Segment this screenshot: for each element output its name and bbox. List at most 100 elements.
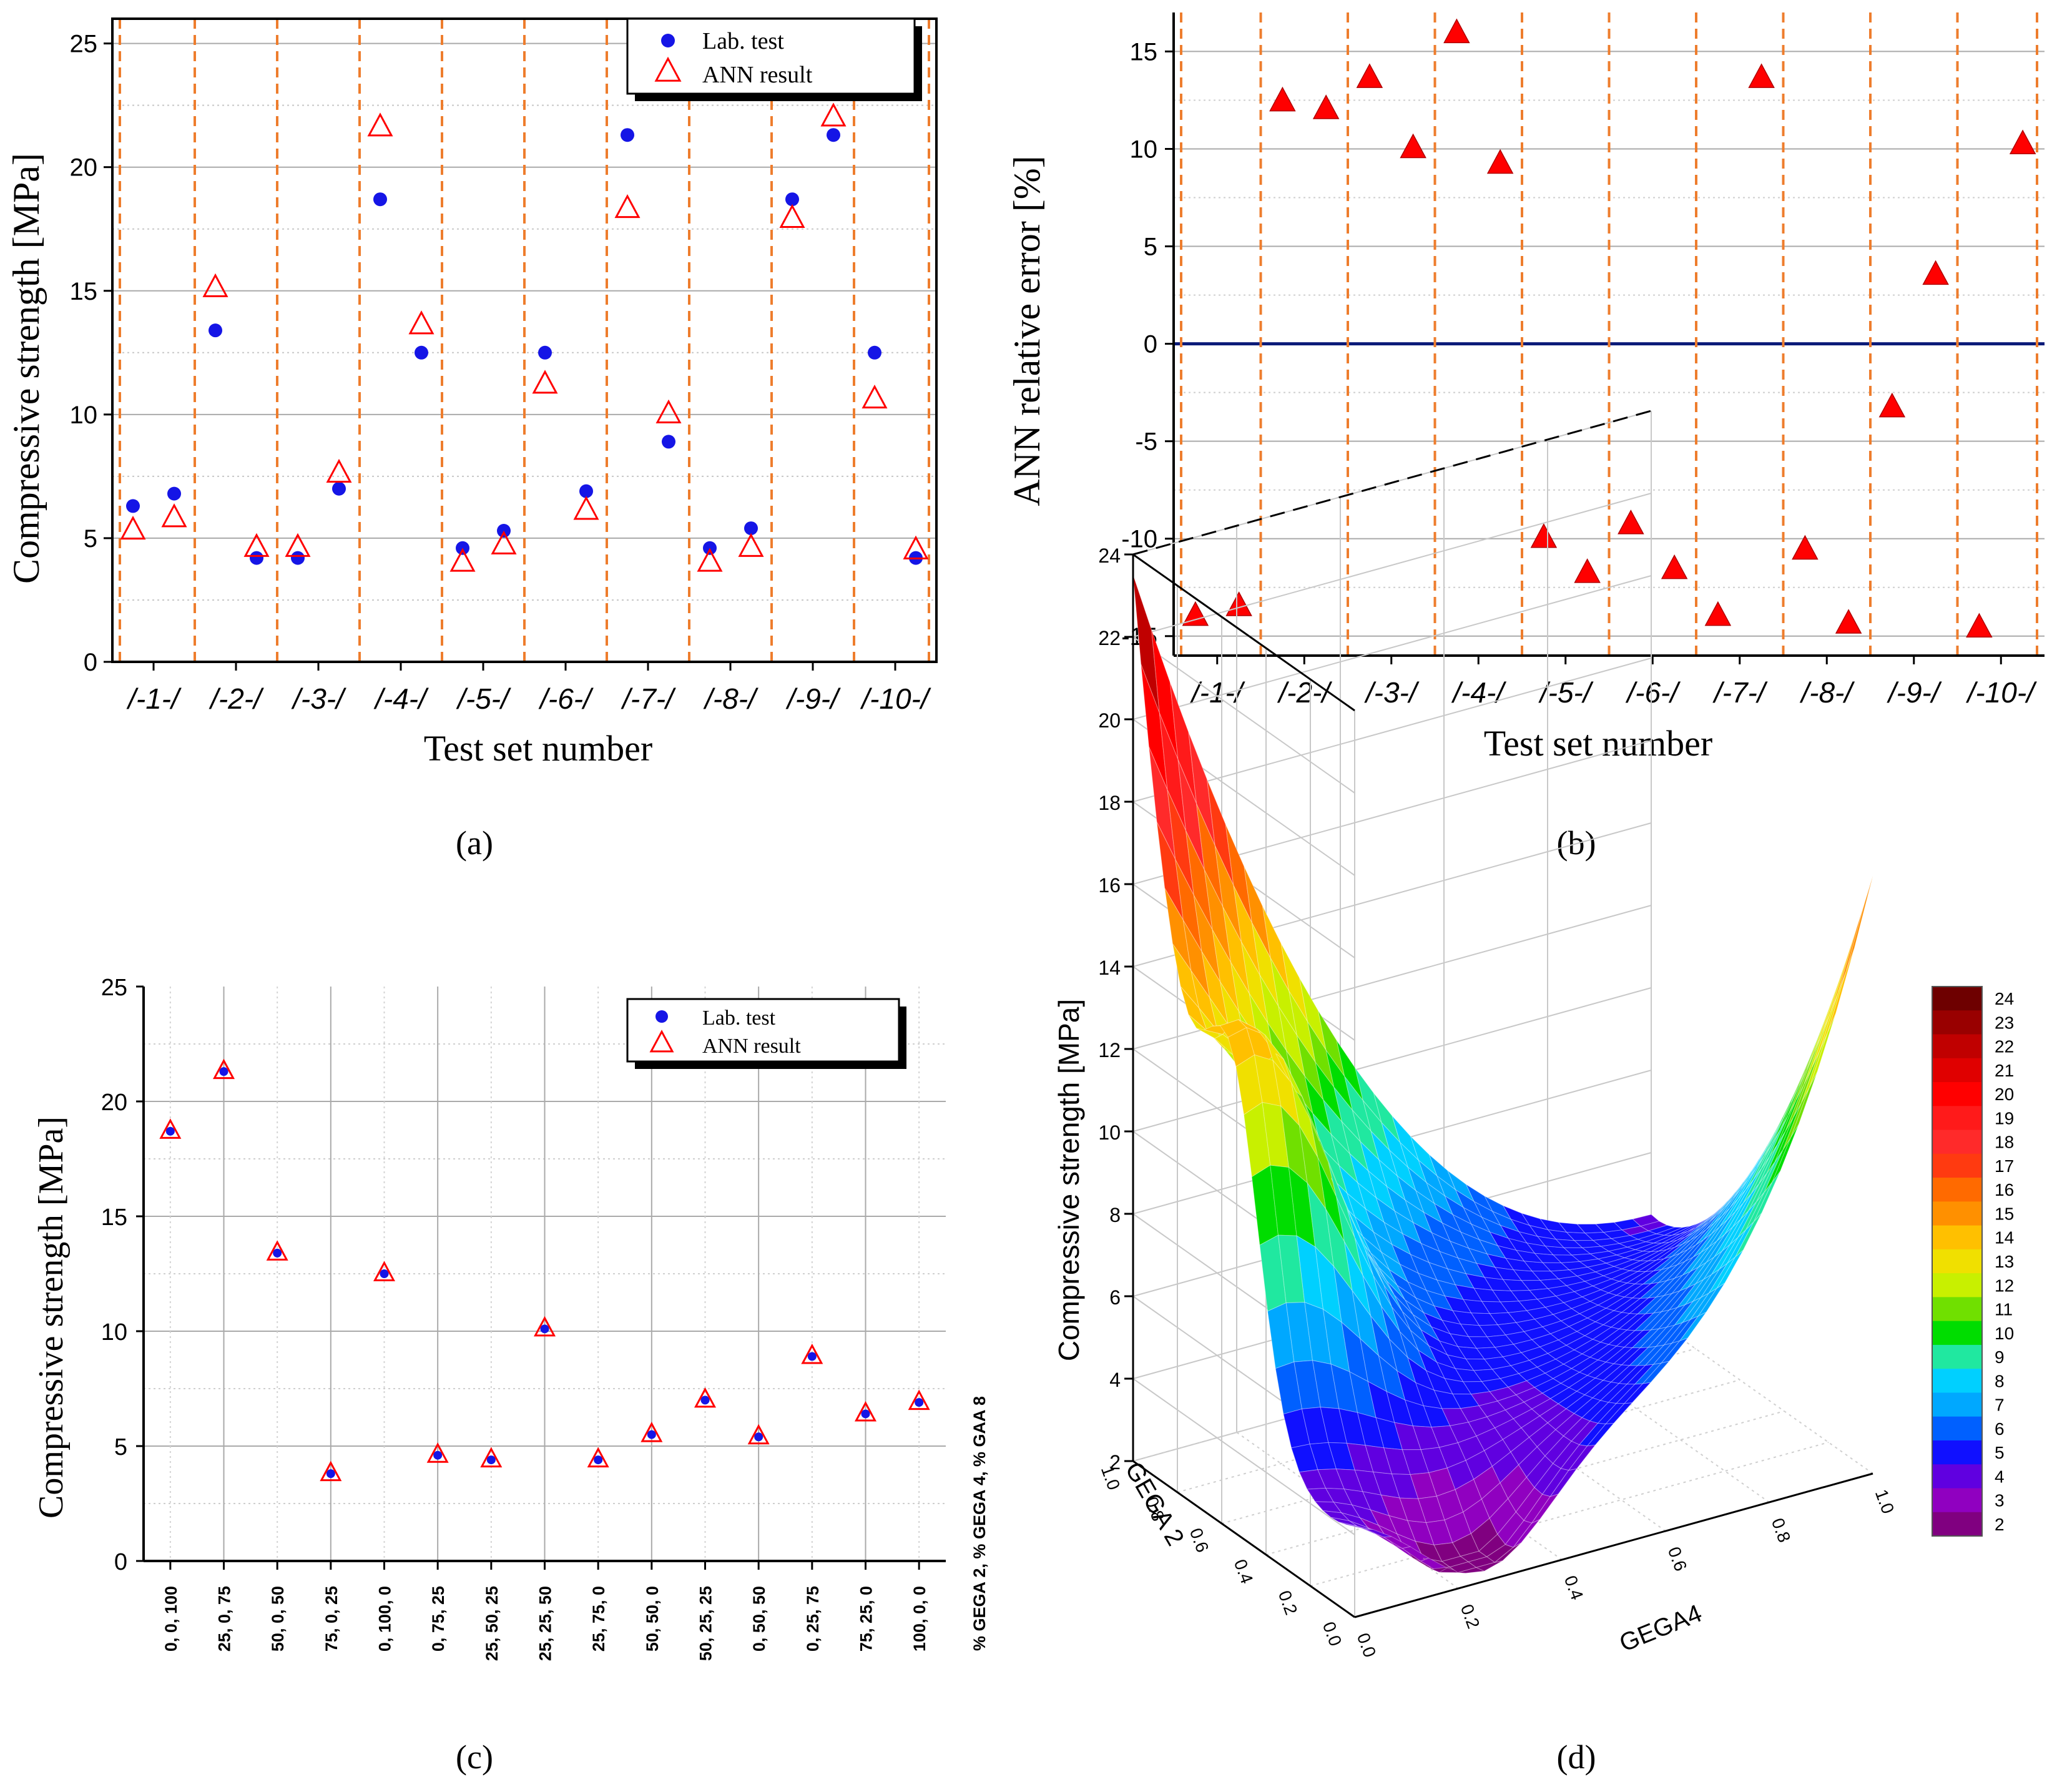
colorbar-label: 24: [1995, 989, 2014, 1008]
error-point: [1312, 94, 1340, 119]
ann-result-point: [587, 1447, 609, 1468]
panel-a-chart: Compressive strength [MPa] Test set numb…: [6, 17, 938, 769]
colorbar-swatch: [1932, 1249, 1982, 1274]
ann-result-point: [367, 112, 393, 137]
colorbar-swatch: [1932, 1488, 1982, 1513]
legend-lab-marker: [661, 34, 675, 47]
ann-result-point: [820, 102, 847, 127]
y-tick-label: 5: [1144, 234, 1157, 261]
panel-c-ylabel: Compressive strength [MPa]: [32, 1116, 71, 1519]
colorbar-swatch: [1932, 1225, 1982, 1250]
category-label: 25, 0, 75: [215, 1586, 234, 1652]
ann-result-point: [533, 1316, 556, 1337]
error-point: [1835, 609, 1862, 634]
colorbar-label: 16: [1995, 1180, 2014, 1199]
category-label: /-3-/: [291, 682, 346, 715]
panel-b-ylabel: ANN relative error [%]: [1006, 155, 1048, 506]
colorbar-label: 20: [1995, 1085, 2014, 1104]
colorbar-label: 12: [1995, 1276, 2014, 1295]
x-axis: [1132, 1460, 1355, 1618]
z-tick-label: 8: [1109, 1204, 1121, 1226]
category-label: /-1-/: [126, 682, 182, 715]
panel-b-label: (b): [1557, 824, 1596, 862]
wall-gridline: [1132, 493, 1652, 638]
ann-result-point: [573, 496, 599, 520]
error-point: [2009, 129, 2036, 154]
error-point: [1443, 18, 1470, 44]
panel-d-ylabel: GEGA4: [1616, 1600, 1706, 1657]
surface-cell: [1655, 1226, 1683, 1236]
colorbar-label: 7: [1995, 1396, 2005, 1415]
legend-lab-label: Lab. test: [702, 1007, 776, 1030]
z-tick-label: 12: [1098, 1039, 1121, 1061]
ann-result-point: [266, 1240, 288, 1261]
error-point: [1400, 133, 1426, 159]
lab-test-point: [579, 484, 593, 498]
ann-result-point: [449, 548, 476, 572]
category-label: /-6-/: [1625, 676, 1681, 709]
surface-cell: [1632, 1214, 1660, 1227]
panel-a-xlabel: Test set number: [424, 728, 652, 769]
lab-test-point: [540, 1324, 549, 1334]
category-label: /-9-/: [785, 682, 841, 715]
colorbar-label: 8: [1995, 1371, 2005, 1391]
category-label: 0, 100, 0: [376, 1586, 395, 1652]
lab-test-point: [700, 1396, 710, 1405]
category-label: /-2-/: [1277, 676, 1332, 709]
y-tick-label: 0.4: [1561, 1573, 1587, 1602]
surface-cell: [1793, 1050, 1820, 1118]
colorbar-swatch: [1932, 1297, 1982, 1322]
panel-b-xlabel: Test set number: [1484, 723, 1712, 764]
legend-lab-label: Lab. test: [702, 28, 784, 54]
lab-test-point: [868, 345, 881, 360]
legend-ann-label: ANN result: [702, 1035, 801, 1058]
colorbar-label: 2: [1995, 1515, 2005, 1534]
surface-cell: [1672, 1223, 1699, 1236]
y-tick-label: 0.0: [1353, 1630, 1380, 1660]
colorbar-label: 15: [1995, 1204, 2014, 1223]
colorbar-swatch: [1932, 1106, 1982, 1131]
colorbar-label: 14: [1995, 1228, 2014, 1248]
colorbar-label: 13: [1995, 1252, 2014, 1271]
error-point: [1792, 534, 1819, 560]
category-label: 25, 50, 25: [483, 1586, 501, 1661]
error-point: [1661, 554, 1688, 579]
ann-result-point: [908, 1389, 930, 1410]
colorbar-label: 18: [1995, 1133, 2014, 1152]
colorbar-swatch: [1932, 1512, 1982, 1537]
category-label: 0, 75, 25: [429, 1586, 448, 1652]
ann-result-point: [408, 310, 434, 335]
legend-ann-label: ANN result: [702, 62, 813, 88]
surface-cell: [1782, 1058, 1810, 1118]
x-tick-label: 0.4: [1230, 1557, 1257, 1586]
error-point: [1748, 63, 1775, 88]
y-tick-label: -5: [1135, 428, 1157, 456]
category-label: /-3-/: [1364, 676, 1420, 709]
wall-gridline: [1132, 636, 1355, 794]
error-point: [1356, 63, 1383, 88]
y-tick-label: 10: [70, 401, 98, 429]
colorbar-label: 9: [1995, 1347, 2005, 1367]
category-label: 25, 75, 0: [589, 1586, 608, 1652]
y-tick-label: 25: [70, 31, 98, 58]
y-tick-label: 10: [1130, 135, 1158, 163]
colorbar-label: 11: [1995, 1300, 2013, 1319]
z-tick-label: 18: [1098, 792, 1121, 814]
lab-test-point: [332, 481, 346, 496]
lab-test-point: [291, 551, 305, 565]
y-tick-label: 10: [101, 1319, 127, 1346]
colorbar-label: 17: [1995, 1156, 2014, 1176]
colorbar-swatch: [1932, 1416, 1982, 1441]
ann-result-point: [326, 458, 352, 483]
ann-result-point: [491, 530, 517, 554]
colorbar-swatch: [1932, 1058, 1982, 1083]
ann-result-point: [862, 385, 888, 409]
ann-result-point: [426, 1442, 449, 1463]
category-label: /-6-/: [538, 682, 594, 715]
category-label: 100, 0, 0: [910, 1586, 929, 1652]
colorbar-label: 4: [1995, 1467, 2005, 1486]
category-label: /-5-/: [456, 682, 511, 715]
legend-ann-marker: [649, 1030, 674, 1053]
colorbar-swatch: [1932, 1273, 1982, 1297]
category-label: 25, 25, 50: [536, 1586, 555, 1661]
